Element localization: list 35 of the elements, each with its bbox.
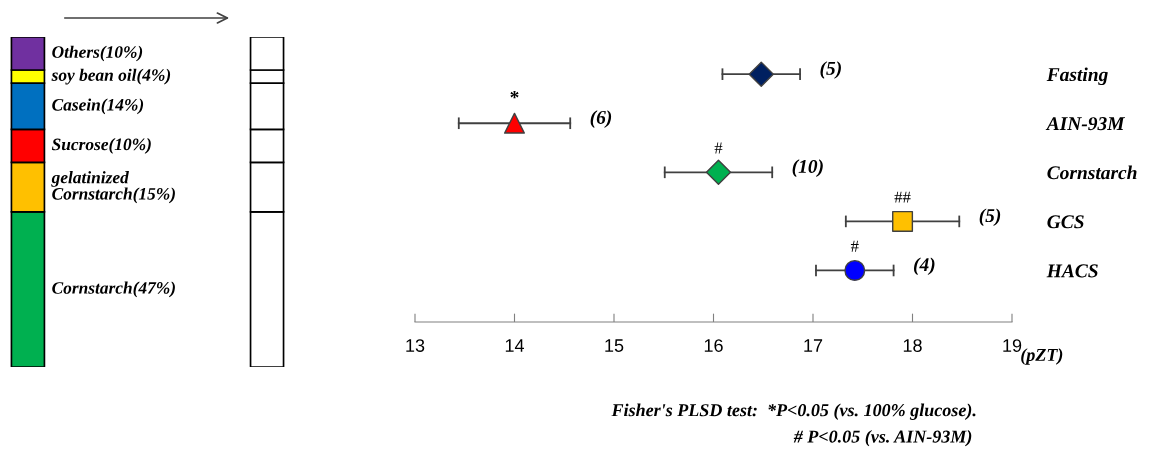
x-tick-label: 17 <box>804 339 823 352</box>
x-tick-label: 15 <box>605 339 624 352</box>
point <box>844 259 866 281</box>
text: Fisher's PLSD test: *P<0.05 (vs. 100% glucose). <box>611 403 976 420</box>
series-label: Sucrose(10%) <box>51 138 151 154</box>
series-label: Others(10%) <box>52 45 143 62</box>
annotation: (4) <box>914 257 935 276</box>
y-tick-label: GCS <box>1047 215 1084 229</box>
y-tick-label: Cornstarch <box>1047 165 1137 180</box>
series-label: Cornstarch(47%) <box>52 281 175 298</box>
y-tick-label: HACS <box>1046 264 1098 278</box>
annotation: (6) <box>590 110 612 128</box>
point <box>748 61 774 87</box>
series-label: gelatinized Cornstarch(15%) <box>51 171 175 204</box>
annotation: # <box>850 240 859 252</box>
x-tick-label: 14 <box>505 339 525 352</box>
annotation: (10) <box>792 159 823 177</box>
x-tick-label: 19 <box>1003 339 1022 352</box>
x-tick-label: 13 <box>406 339 425 352</box>
x-tick-label: 18 <box>903 339 922 352</box>
y-tick-label: Fasting <box>1046 67 1108 86</box>
y-tick-label: AIN-93M <box>1045 117 1126 131</box>
annotation: * <box>510 91 519 99</box>
point <box>503 112 526 134</box>
series-label: soy bean oil(4%) <box>51 68 171 85</box>
point <box>892 210 914 232</box>
x-axis-title: (pZT) <box>1021 348 1063 365</box>
annotation: ## <box>894 191 911 203</box>
annotation: (5) <box>979 208 1001 227</box>
annotation: (5) <box>820 61 841 79</box>
text: # P<0.05 (vs. AIN-93M) <box>793 429 972 447</box>
series-label: Casein(14%) <box>52 98 144 115</box>
annotation: # <box>714 142 723 154</box>
point <box>705 159 732 186</box>
x-tick-label: 16 <box>704 339 723 352</box>
